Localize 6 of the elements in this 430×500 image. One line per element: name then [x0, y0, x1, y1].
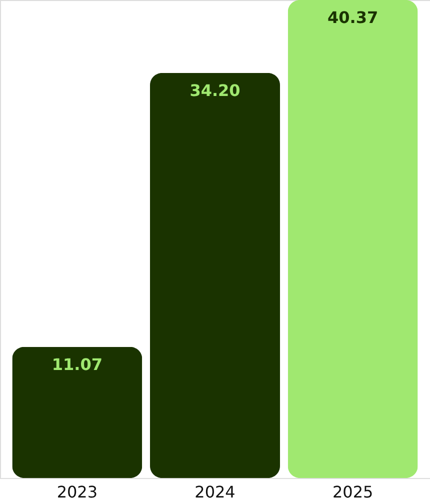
data-label: 40.37 — [328, 8, 378, 27]
x-tick-label: 2025 — [332, 482, 374, 500]
data-label: 11.07 — [52, 354, 102, 374]
x-tick-label: 2023 — [56, 482, 98, 500]
x-tick-label: 2024 — [194, 482, 236, 500]
data-label: 34.20 — [190, 81, 240, 100]
